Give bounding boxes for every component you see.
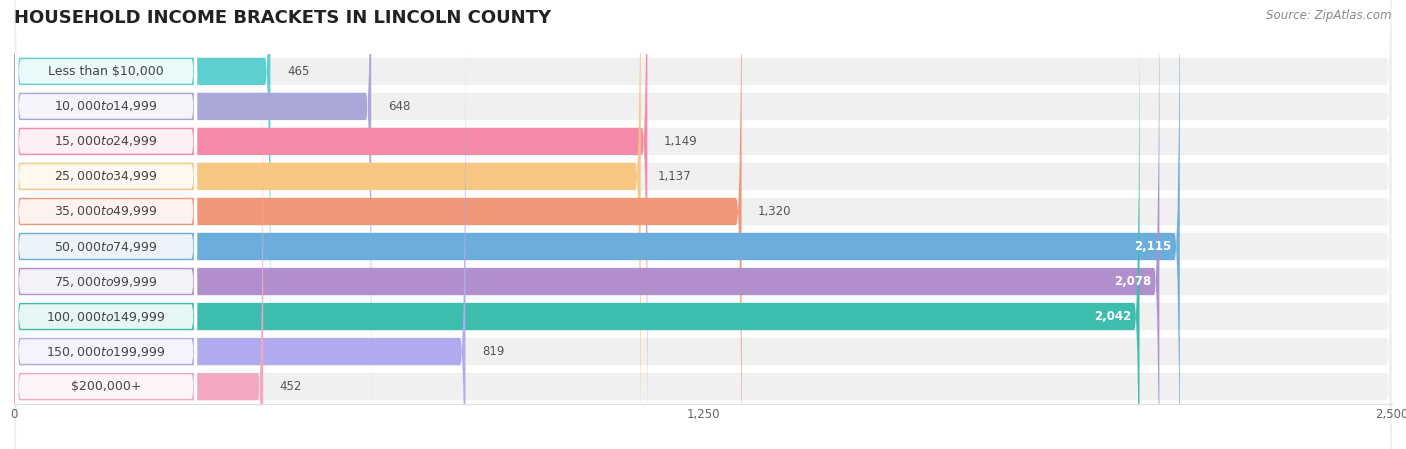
Text: $15,000 to $24,999: $15,000 to $24,999 <box>55 134 157 149</box>
FancyBboxPatch shape <box>14 0 1392 449</box>
Text: $35,000 to $49,999: $35,000 to $49,999 <box>55 204 157 219</box>
Text: 2,042: 2,042 <box>1094 310 1132 323</box>
FancyBboxPatch shape <box>15 0 197 449</box>
FancyBboxPatch shape <box>14 50 263 449</box>
FancyBboxPatch shape <box>15 0 197 449</box>
Text: 2,078: 2,078 <box>1114 275 1152 288</box>
FancyBboxPatch shape <box>14 15 1392 449</box>
FancyBboxPatch shape <box>15 0 197 449</box>
Text: $150,000 to $199,999: $150,000 to $199,999 <box>46 344 166 359</box>
FancyBboxPatch shape <box>15 0 197 449</box>
Text: 819: 819 <box>482 345 505 358</box>
Text: $10,000 to $14,999: $10,000 to $14,999 <box>55 99 157 114</box>
FancyBboxPatch shape <box>14 0 1392 449</box>
Text: $100,000 to $149,999: $100,000 to $149,999 <box>46 309 166 324</box>
FancyBboxPatch shape <box>15 13 197 449</box>
FancyBboxPatch shape <box>14 0 1392 449</box>
FancyBboxPatch shape <box>15 0 197 449</box>
Text: 1,320: 1,320 <box>758 205 792 218</box>
Text: 2,115: 2,115 <box>1135 240 1171 253</box>
Text: $25,000 to $34,999: $25,000 to $34,999 <box>55 169 157 184</box>
Text: 1,137: 1,137 <box>657 170 690 183</box>
FancyBboxPatch shape <box>14 0 270 408</box>
Text: $50,000 to $74,999: $50,000 to $74,999 <box>55 239 157 254</box>
FancyBboxPatch shape <box>14 0 1392 443</box>
Text: Source: ZipAtlas.com: Source: ZipAtlas.com <box>1267 9 1392 22</box>
FancyBboxPatch shape <box>15 48 197 449</box>
Text: $75,000 to $99,999: $75,000 to $99,999 <box>55 274 157 289</box>
FancyBboxPatch shape <box>14 0 1392 408</box>
Text: 1,149: 1,149 <box>664 135 697 148</box>
Text: HOUSEHOLD INCOME BRACKETS IN LINCOLN COUNTY: HOUSEHOLD INCOME BRACKETS IN LINCOLN COU… <box>14 9 551 27</box>
Text: 648: 648 <box>388 100 411 113</box>
FancyBboxPatch shape <box>14 0 1180 449</box>
FancyBboxPatch shape <box>14 15 465 449</box>
FancyBboxPatch shape <box>14 50 1392 449</box>
FancyBboxPatch shape <box>14 0 647 449</box>
Text: 452: 452 <box>280 380 302 393</box>
Text: 465: 465 <box>287 65 309 78</box>
FancyBboxPatch shape <box>14 0 371 443</box>
FancyBboxPatch shape <box>14 0 641 449</box>
FancyBboxPatch shape <box>14 0 1139 449</box>
Text: $200,000+: $200,000+ <box>70 380 142 393</box>
FancyBboxPatch shape <box>14 0 741 449</box>
Text: Less than $10,000: Less than $10,000 <box>48 65 165 78</box>
FancyBboxPatch shape <box>14 0 1392 449</box>
FancyBboxPatch shape <box>14 0 1392 449</box>
FancyBboxPatch shape <box>14 0 1160 449</box>
FancyBboxPatch shape <box>14 0 1392 449</box>
FancyBboxPatch shape <box>15 0 197 409</box>
FancyBboxPatch shape <box>15 0 197 449</box>
FancyBboxPatch shape <box>15 0 197 445</box>
